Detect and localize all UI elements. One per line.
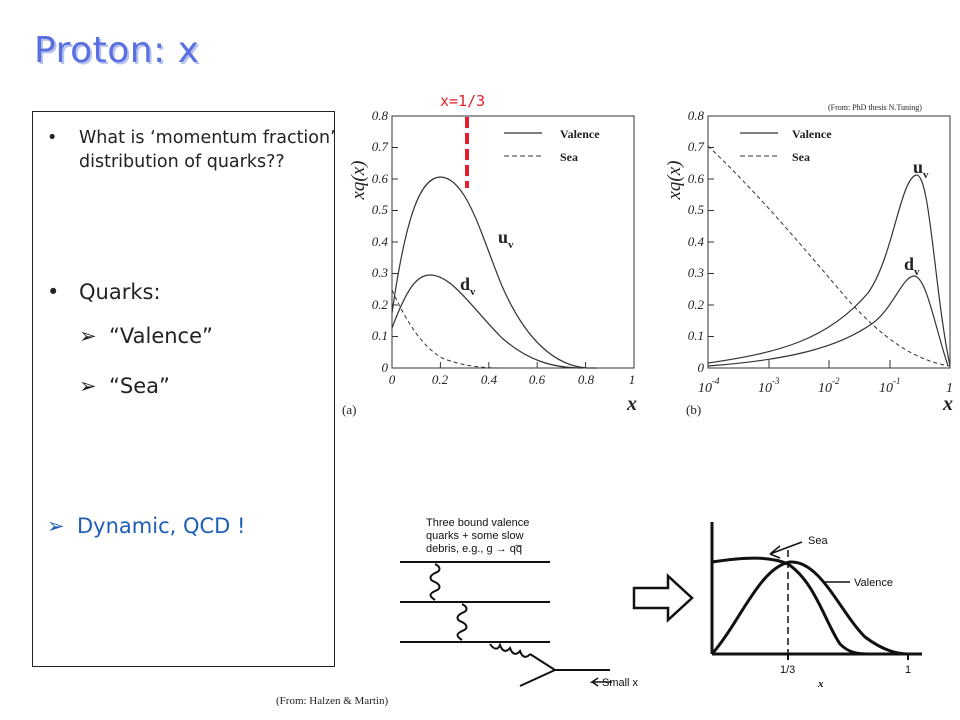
plot-a-xtick: 1	[629, 372, 636, 387]
plot-a-uv-label: uv	[498, 227, 514, 251]
plot-b-ytick: 0.2	[688, 297, 705, 312]
gluon-icon	[429, 563, 441, 601]
plot-a-dv-label: dv	[460, 274, 476, 298]
plot-a: 0 0.1 0.2 0.3 0.4 0.5 0.6 0.7 0.8 0 0.2 …	[342, 108, 637, 417]
plot-b-dv-curve	[707, 275, 949, 367]
slide-title: Proton: x	[34, 30, 200, 71]
credit-bottom: (From: Halzen & Martin)	[276, 695, 389, 707]
plot-b-xlabel: x	[942, 393, 953, 415]
sketch-sea-label: Sea	[808, 535, 828, 547]
plot-a-ylabel: xq(x)	[348, 160, 369, 200]
plot-b-ylabel: xq(x)	[664, 160, 685, 200]
plot-b-ytick: 0.5	[688, 202, 705, 217]
marker-line	[465, 117, 469, 188]
sub-bullet-valence-text: “Valence”	[109, 324, 213, 348]
plot-b-ytick: 0.4	[688, 234, 705, 249]
plot-b: 0 0.1 0.2 0.3 0.4 0.5 0.6 0.7 0.8 10-4 1…	[664, 108, 953, 417]
plot-b-ytick: 0.3	[688, 265, 705, 280]
sketch-tick-third: 1/3	[780, 664, 795, 676]
plot-a-ytick: 0.7	[372, 139, 389, 154]
arrow-bullet-icon: ➢	[79, 374, 97, 398]
plot-a-ytick: 0.3	[372, 265, 389, 280]
marker-label: x=1/3	[440, 92, 486, 110]
sketch-tick-one: 1	[905, 664, 911, 676]
plot-b-panel-label: (b)	[686, 402, 701, 417]
sea-pointer-arrow-icon	[769, 541, 803, 559]
plot-b-ytick: 0.8	[688, 108, 705, 123]
arrow-left-icon	[589, 677, 612, 687]
quark-diagram: Three bound valence quarks + some slow d…	[400, 517, 639, 689]
plot-b-xtick: 1	[946, 381, 953, 396]
plot-b-sea-curve	[707, 145, 951, 367]
plot-a-uv-curve	[391, 176, 597, 369]
big-arrow-icon	[632, 573, 694, 623]
diagram-caption-1: Three bound valence	[426, 517, 529, 529]
sketch-valence-curve	[710, 560, 909, 656]
bullet-dot: •	[47, 280, 60, 304]
plot-b-xtick: 10-2	[818, 376, 840, 396]
plot-a-ytick: 0.8	[372, 108, 389, 123]
plot-a-ytick: 0	[382, 360, 389, 375]
gluon-icon	[489, 642, 531, 658]
plot-b-ticks	[708, 147, 891, 368]
plot-a-ytick: 0.5	[372, 202, 389, 217]
sub-bullet-sea: ➢ “Sea”	[79, 374, 170, 398]
plot-a-legend-valence: Valence	[560, 127, 600, 141]
bullet-question: • What is ‘momentum fraction’ distributi…	[47, 126, 337, 174]
plot-b-legend-valence: Valence	[792, 127, 832, 141]
gluon-icon	[456, 603, 468, 641]
plot-a-ticks	[392, 147, 587, 369]
plot-a-ytick: 0.1	[372, 328, 388, 343]
plot-a-xtick: 0.8	[578, 372, 595, 387]
diagram-caption-3: debris, e.g., g → qq̅	[426, 543, 523, 555]
plot-b-ytick: 0.1	[688, 328, 704, 343]
plot-b-xtick: 10-4	[698, 376, 720, 396]
plot-a-ytick: 0.6	[372, 171, 389, 186]
plot-a-dv-curve	[391, 274, 583, 369]
plot-a-xtick: 0.4	[481, 372, 498, 387]
plot-a-xtick: 0.6	[529, 372, 546, 387]
sub-bullet-valence: ➢ “Valence”	[79, 324, 213, 348]
bullet-dot: •	[47, 128, 58, 148]
credit-top: (From: PhD thesis N.Tuning)	[828, 103, 922, 112]
plot-a-ytick: 0.4	[372, 234, 389, 249]
plot-b-dv-label: dv	[904, 254, 920, 278]
sketch-xlabel: x	[817, 678, 824, 690]
plot-a-legend-sea: Sea	[560, 150, 578, 164]
plot-b-ytick: 0.7	[688, 139, 705, 154]
quark-line	[519, 669, 556, 687]
plot-a-xtick: 0.2	[432, 372, 449, 387]
plot-b-xtick: 10-1	[879, 376, 901, 396]
plot-a-sea-curve	[391, 289, 503, 369]
plot-b-uv-curve	[707, 174, 951, 367]
plot-a-ytick: 0.2	[372, 297, 389, 312]
bullet-dynamic-text: Dynamic, QCD !	[77, 514, 246, 538]
sub-bullet-sea-text: “Sea”	[109, 374, 170, 398]
bullet-dynamic: ➢ Dynamic, QCD !	[47, 514, 245, 538]
bullet-quarks: • Quarks:	[47, 280, 161, 304]
plot-b-legend-sea: Sea	[792, 150, 810, 164]
sketch-sea-curve	[711, 556, 869, 656]
bullet-box: • What is ‘momentum fraction’ distributi…	[32, 111, 337, 667]
plot-b-xtick: 10-3	[758, 376, 780, 396]
small-x-label: Small x	[602, 677, 639, 689]
diagram-caption-2: quarks + some slow	[426, 530, 524, 542]
sketch-valence-label: Valence	[854, 577, 893, 589]
quark-line	[529, 653, 556, 671]
plot-b-ytick: 0	[698, 360, 705, 375]
plot-b-ytick: 0.6	[688, 171, 705, 186]
plot-b-frame	[707, 115, 951, 369]
bullet-question-text: What is ‘momentum fraction’ distribution…	[79, 128, 336, 172]
plot-a-panel-label: (a)	[342, 402, 356, 417]
bullet-quarks-text: Quarks:	[79, 280, 161, 304]
arrow-bullet-icon: ➢	[47, 514, 65, 538]
plot-a-xlabel: x	[626, 393, 637, 415]
plot-b-uv-label: uv	[913, 157, 929, 181]
arrow-bullet-icon: ➢	[79, 324, 97, 348]
sea-valence-sketch: Sea Valence 1/3 1 x	[710, 522, 922, 690]
plot-a-xtick: 0	[389, 372, 396, 387]
